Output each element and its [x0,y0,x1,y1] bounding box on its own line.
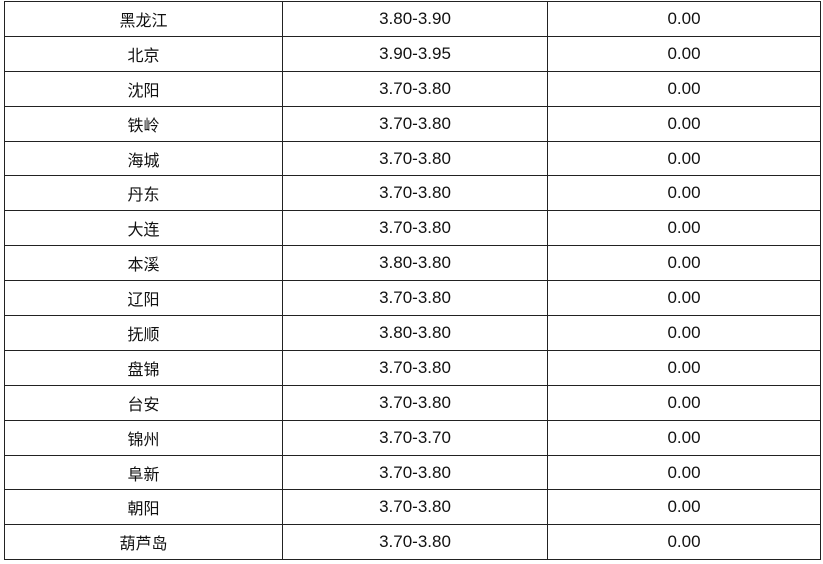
price-range-cell: 3.80-3.80 [282,315,548,351]
table-row: 抚顺 3.80-3.80 0.00 [4,315,821,351]
price-range-cell: 3.70-3.70 [282,419,548,456]
change-cell: 0.00 [547,384,821,421]
region-cell: 朝阳 [4,489,283,526]
change-cell: 0.00 [547,454,821,491]
region-cell: 辽阳 [4,280,283,317]
table-row: 朝阳 3.70-3.80 0.00 [4,489,821,526]
table-row: 黑龙江 3.80-3.90 0.00 [4,1,821,37]
price-range-cell: 3.80-3.90 [282,1,548,37]
table-row: 盘锦 3.70-3.80 0.00 [4,349,821,386]
change-cell: 0.00 [547,175,821,212]
region-cell: 大连 [4,210,283,247]
change-cell: 0.00 [547,70,821,107]
region-cell: 海城 [4,140,283,177]
price-range-cell: 3.70-3.80 [282,140,548,177]
table-row: 沈阳 3.70-3.80 0.00 [4,70,821,107]
table-row: 辽阳 3.70-3.80 0.00 [4,280,821,317]
change-cell: 0.00 [547,419,821,456]
region-cell: 锦州 [4,419,283,456]
price-range-cell: 3.70-3.80 [282,489,548,526]
region-cell: 台安 [4,384,283,421]
change-cell: 0.00 [547,210,821,247]
price-range-cell: 3.70-3.80 [282,524,548,561]
price-range-cell: 3.90-3.95 [282,35,548,72]
region-cell: 北京 [4,35,283,72]
table-row: 阜新 3.70-3.80 0.00 [4,454,821,491]
change-cell: 0.00 [547,105,821,142]
change-cell: 0.00 [547,489,821,526]
region-cell: 葫芦岛 [4,524,283,561]
table-row: 北京 3.90-3.95 0.00 [4,35,821,72]
price-range-cell: 3.70-3.80 [282,210,548,247]
price-table-body: 黑龙江 3.80-3.90 0.00 北京 3.90-3.95 0.00 沈阳 3.70-3.… [4,1,821,561]
price-range-cell: 3.70-3.80 [282,280,548,317]
region-cell: 黑龙江 [4,1,283,37]
price-table: 黑龙江 3.80-3.90 0.00 北京 3.90-3.95 0.00 沈阳 3.70-3.… [4,1,821,561]
table-row: 丹东 3.70-3.80 0.00 [4,175,821,212]
region-cell: 丹东 [4,175,283,212]
price-range-cell: 3.70-3.80 [282,349,548,386]
table-row: 葫芦岛 3.70-3.80 0.00 [4,524,821,561]
change-cell: 0.00 [547,280,821,317]
price-range-cell: 3.80-3.80 [282,245,548,282]
change-cell: 0.00 [547,315,821,351]
region-cell: 本溪 [4,245,283,282]
table-row: 台安 3.70-3.80 0.00 [4,384,821,421]
table-row: 本溪 3.80-3.80 0.00 [4,245,821,282]
region-cell: 阜新 [4,454,283,491]
price-range-cell: 3.70-3.80 [282,175,548,212]
price-range-cell: 3.70-3.80 [282,454,548,491]
change-cell: 0.00 [547,524,821,561]
table-row: 海城 3.70-3.80 0.00 [4,140,821,177]
change-cell: 0.00 [547,1,821,37]
table-row: 大连 3.70-3.80 0.00 [4,210,821,247]
region-cell: 铁岭 [4,105,283,142]
table-row: 锦州 3.70-3.70 0.00 [4,419,821,456]
change-cell: 0.00 [547,140,821,177]
region-cell: 沈阳 [4,70,283,107]
change-cell: 0.00 [547,245,821,282]
price-range-cell: 3.70-3.80 [282,384,548,421]
price-range-cell: 3.70-3.80 [282,70,548,107]
change-cell: 0.00 [547,349,821,386]
price-range-cell: 3.70-3.80 [282,105,548,142]
region-cell: 盘锦 [4,349,283,386]
table-row: 铁岭 3.70-3.80 0.00 [4,105,821,142]
change-cell: 0.00 [547,35,821,72]
region-cell: 抚顺 [4,315,283,351]
